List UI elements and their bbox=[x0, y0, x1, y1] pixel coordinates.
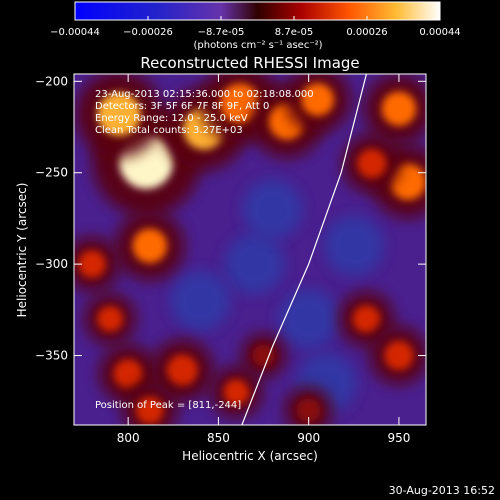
annotation-clean-counts: Clean Total counts: 3.27E+03 bbox=[95, 125, 243, 136]
hot-spot-18 bbox=[369, 326, 426, 385]
hot-spot-15 bbox=[122, 382, 178, 425]
x-tick-label: 800 bbox=[117, 431, 140, 445]
hot-spot-17 bbox=[339, 291, 394, 347]
x-tick-label: 950 bbox=[387, 431, 410, 445]
y-tick-label: −350 bbox=[35, 349, 68, 363]
y-axis-label: Heliocentric Y (arcsec) bbox=[15, 183, 29, 318]
axis-ticks: 800 850 900 950 −200 −250 −300 −350 bbox=[35, 74, 426, 445]
chart-title: Reconstructed RHESSI Image bbox=[140, 54, 359, 72]
y-tick-label: −250 bbox=[35, 166, 68, 180]
x-tick-label: 850 bbox=[207, 431, 230, 445]
cold-spot-4 bbox=[323, 215, 384, 276]
x-tick-label: 900 bbox=[297, 431, 320, 445]
heatmap-layer bbox=[74, 74, 426, 425]
colorbar-tick-label: −8.7e-05 bbox=[198, 27, 245, 38]
hot-spot-11 bbox=[74, 236, 120, 292]
colorbar-tick-label: −0.00026 bbox=[123, 27, 173, 38]
hot-spot-2 bbox=[75, 74, 163, 158]
annotation-energy-range: Energy Range: 12.0 - 25.0 keV bbox=[95, 113, 248, 124]
x-axis-label: Heliocentric X (arcsec) bbox=[182, 449, 318, 463]
cold-spot-2 bbox=[224, 234, 285, 295]
hot-spot-10 bbox=[115, 211, 185, 281]
colorbar-tick-label: 8.7e-05 bbox=[275, 27, 313, 38]
colorbar-ticks: −0.00044 −0.00026 −8.7e-05 8.7e-05 0.00026 0.… bbox=[50, 16, 461, 38]
hot-spot-7 bbox=[364, 74, 426, 144]
cold-spot-1 bbox=[278, 288, 339, 349]
hot-spot-9 bbox=[342, 134, 402, 193]
cold-spot-5 bbox=[242, 179, 303, 240]
footer-timestamp: 30-Aug-2013 16:52 bbox=[389, 484, 495, 497]
hot-spot-12 bbox=[84, 293, 136, 345]
y-tick-label: −200 bbox=[35, 74, 68, 88]
y-tick-label: −300 bbox=[35, 257, 68, 271]
annotation-detectors: Detectors: 3F 5F 6F 7F 8F 9F, Att 0 bbox=[95, 101, 269, 112]
colorbar-tick-label: −0.00044 bbox=[50, 27, 100, 38]
hot-spot-6 bbox=[284, 74, 351, 133]
solar-limb-curve bbox=[241, 74, 368, 425]
colorbar bbox=[74, 1, 441, 21]
hot-spot-20 bbox=[241, 333, 286, 378]
colorbar-tick-label: 0.00026 bbox=[346, 27, 387, 38]
peak-position-label: Position of Peak = [811,-244] bbox=[95, 400, 241, 411]
cold-spot-3 bbox=[170, 270, 231, 331]
colorbar-unit-label: (photons cm⁻² s⁻¹ asec⁻²) bbox=[193, 40, 322, 51]
annotation-time-range: 23-Aug-2013 02:15:36.000 to 02:18:08.000 bbox=[95, 89, 314, 100]
hot-spot-19 bbox=[284, 386, 333, 425]
colorbar-tick-label: 0.00044 bbox=[419, 27, 460, 38]
plot-frame bbox=[73, 73, 427, 426]
hot-spot-14 bbox=[151, 339, 214, 402]
